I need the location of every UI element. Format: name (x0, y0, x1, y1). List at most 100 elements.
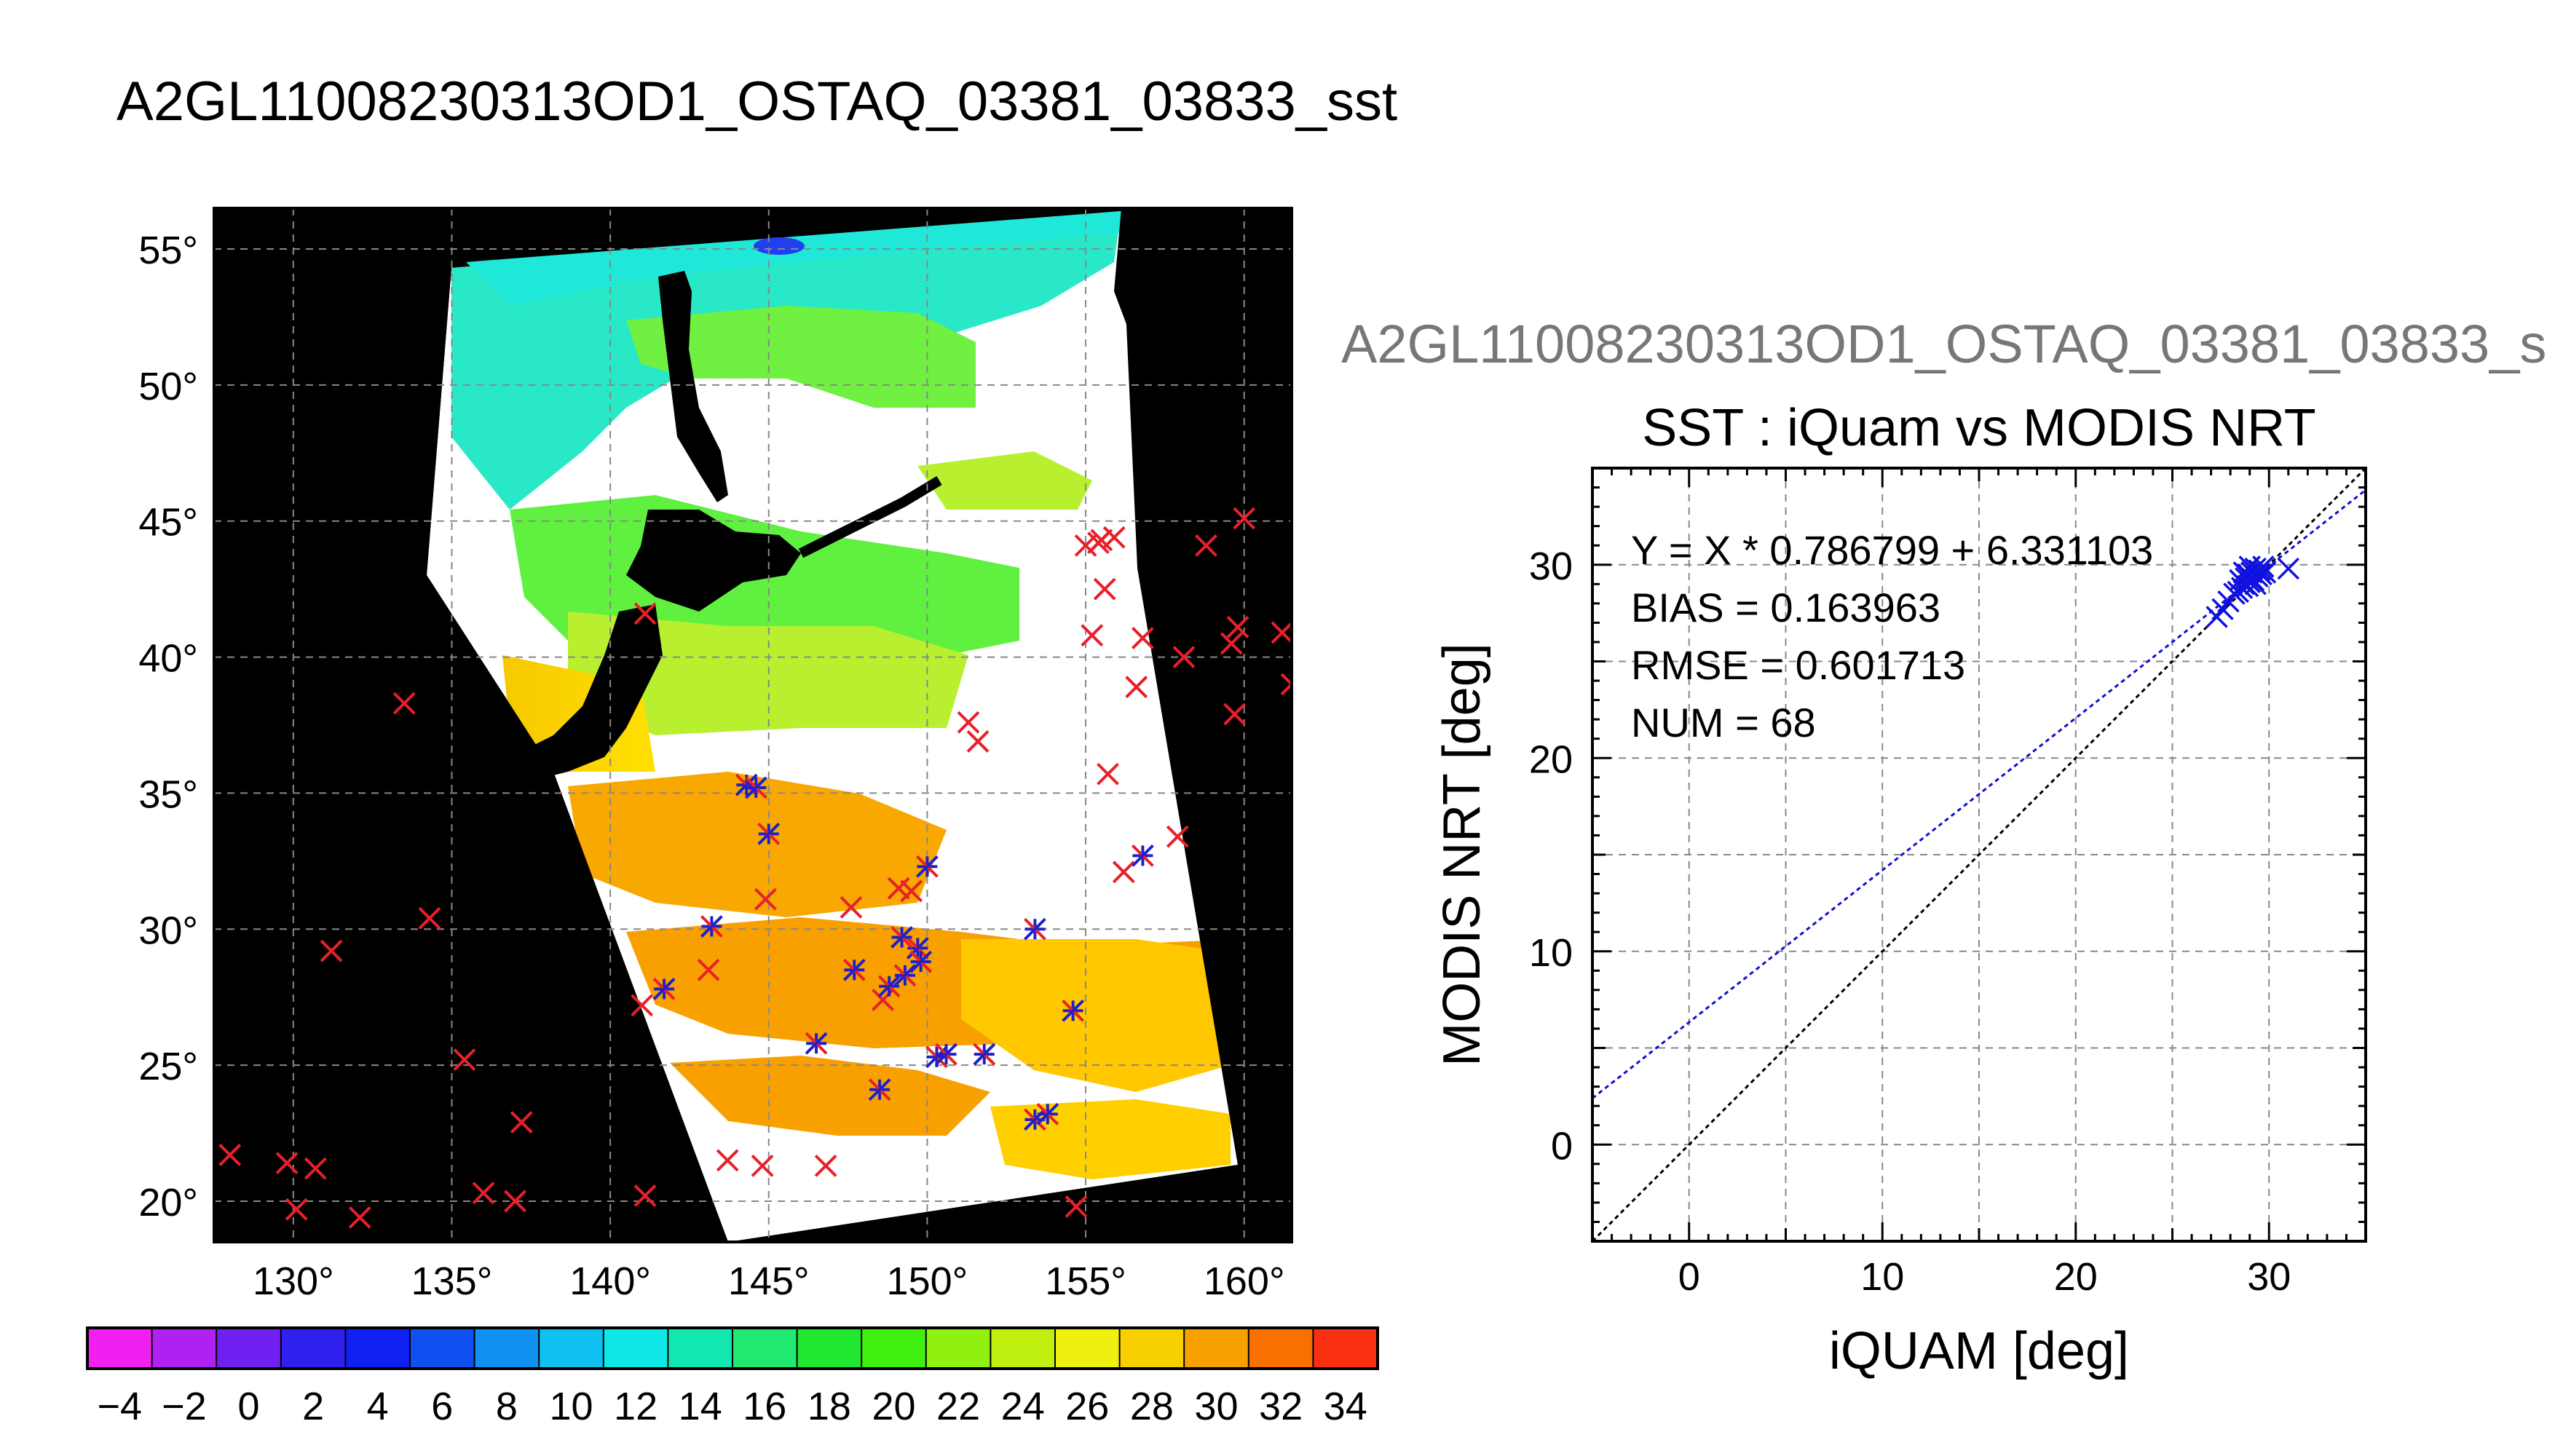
buoy-marker-red (633, 1184, 657, 1207)
colorbar-tick-label: 0 (237, 1385, 259, 1428)
colorbar-cell (990, 1328, 1056, 1369)
map-lat-tick-label: 55° (138, 229, 198, 272)
buoy-marker-red (1065, 1195, 1088, 1218)
buoy-marker-matched (893, 964, 917, 987)
scatter-point (2254, 561, 2277, 584)
sst-yellow-3 (990, 1099, 1231, 1179)
buoy-marker-red (275, 1152, 299, 1175)
buoy-marker-red (1131, 627, 1154, 649)
buoy-marker-red (1195, 534, 1217, 557)
buoy-marker-red (1112, 860, 1135, 884)
colorbar-frame (86, 1326, 1379, 1370)
scatter-point (2244, 573, 2267, 596)
buoy-marker-red (510, 1111, 533, 1133)
colorbar-cells (87, 1328, 1378, 1369)
scatter-points (2205, 555, 2300, 628)
map-lat-tick-label: 35° (138, 772, 198, 816)
scatter-y-tick-label: 10 (1529, 931, 1573, 975)
buoy-marker-matched (877, 975, 901, 998)
colorbar-cell (797, 1328, 862, 1369)
scatter-title: SST : iQuam vs MODIS NRT (1642, 399, 2316, 457)
buoy-marker-matched (652, 978, 676, 1000)
colorbar-cell (732, 1328, 798, 1369)
colorbar-cell (345, 1328, 411, 1369)
colorbar-tick-label: 14 (679, 1385, 722, 1428)
buoy-marker-red (218, 1144, 242, 1166)
colorbar-cell (1184, 1328, 1249, 1369)
colorbar-tick-label: 2 (302, 1385, 324, 1428)
colorbar-tick-label: 8 (496, 1385, 518, 1428)
map-lat-labels: 20° 25° 30° 35° 40° 45° 50° 55° (138, 229, 198, 1224)
colorbar-cell (603, 1328, 668, 1369)
sst-yellow-2 (961, 939, 1238, 1092)
buoy-marker-matched (868, 1078, 891, 1101)
land-honshu (524, 604, 663, 779)
buoy-marker-matched (805, 1032, 828, 1055)
buoy-marker-red (631, 994, 654, 1017)
buoy-marker-red (418, 906, 441, 930)
map-lon-tick-label: 155° (1045, 1259, 1126, 1303)
map-lon-tick-label: 150° (887, 1259, 968, 1303)
buoy-marker-matched (909, 950, 933, 973)
colorbar-cell (87, 1328, 153, 1369)
colorbar-cell (151, 1328, 217, 1369)
scatter-x-tick-label: 20 (2054, 1255, 2098, 1299)
buoy-marker-matched (973, 1042, 996, 1066)
map-gridlines (214, 208, 1292, 1242)
buoy-marker-red (633, 602, 657, 625)
map-lat-tick-label: 50° (138, 365, 198, 408)
sst-north-edge (466, 211, 1121, 306)
buoy-marker-matched (915, 855, 939, 878)
colorbar-cell (539, 1328, 604, 1369)
sst-north (451, 211, 1121, 510)
land-kurils (798, 475, 942, 558)
buoy-marker-red (1220, 632, 1243, 655)
colorbar-cell (1248, 1328, 1314, 1369)
buoy-marker-matched (1062, 999, 1085, 1022)
buoy-marker-red (1081, 624, 1104, 647)
colorbar-labels: −4 −2 0 2 4 6 8 10 12 14 16 18 20 22 24 26 28 30 32 34 (98, 1385, 1367, 1428)
colorbar-cell (1055, 1328, 1121, 1369)
buoy-marker-red (1166, 825, 1189, 848)
land-sakhalin (658, 271, 728, 502)
map-frame (213, 207, 1293, 1243)
colorbar-tick-label: −4 (98, 1385, 143, 1428)
map-lon-tick-label: 130° (253, 1259, 334, 1303)
scatter-x-tick-label: 30 (2247, 1255, 2291, 1299)
buoy-marker-matched (700, 915, 723, 938)
buoy-marker-matched (757, 823, 781, 845)
cold-patch (754, 237, 805, 255)
buoy-marker-red (320, 939, 343, 962)
colorbar-tick-label: 30 (1194, 1385, 1238, 1428)
scatter-point (2236, 574, 2259, 598)
stat-rmse: RMSE = 0.601713 (1631, 642, 1965, 688)
buoy-marker-red (1097, 762, 1119, 786)
land (214, 208, 1292, 1242)
map-lon-tick-label: 145° (728, 1259, 810, 1303)
buoy-marker-red (453, 1048, 476, 1072)
colorbar-tick-label: 24 (1001, 1385, 1045, 1428)
colorbar-cell (410, 1328, 475, 1369)
buoy-marker-red (348, 1206, 371, 1229)
colorbar-cell (925, 1328, 991, 1369)
colorbar-cell (1119, 1328, 1185, 1369)
buoy-marker-matched (744, 776, 767, 799)
map-lat-tick-label: 20° (138, 1181, 198, 1224)
stat-equation: Y = X * 0.786799 + 6.331103 (1631, 527, 2153, 573)
map-lat-tick-label: 40° (138, 637, 198, 681)
scatter-point (2238, 555, 2261, 578)
scatter-y-tick-label: 20 (1529, 737, 1573, 781)
colorbar-tick-label: 6 (431, 1385, 453, 1428)
land-hokkaido (626, 510, 801, 612)
colorbar-tick-label: 32 (1259, 1385, 1303, 1428)
buoy-marker-red (966, 730, 990, 753)
buoy-marker-red (1271, 621, 1292, 644)
colorbar-tick-label: 10 (549, 1385, 593, 1428)
outside-swath-right (728, 211, 1292, 1242)
map-lon-tick-label: 160° (1204, 1259, 1285, 1303)
buoy-marker-red (1233, 507, 1256, 530)
colorbar: −4 −2 0 2 4 6 8 10 12 14 16 18 20 22 24 26 28 30 32 34 (86, 1326, 1379, 1428)
buoy-marker-red (957, 711, 980, 734)
scatter-file-title: A2GL11008230313OD1_OSTAQ_03381_03833_s (1341, 314, 2547, 374)
